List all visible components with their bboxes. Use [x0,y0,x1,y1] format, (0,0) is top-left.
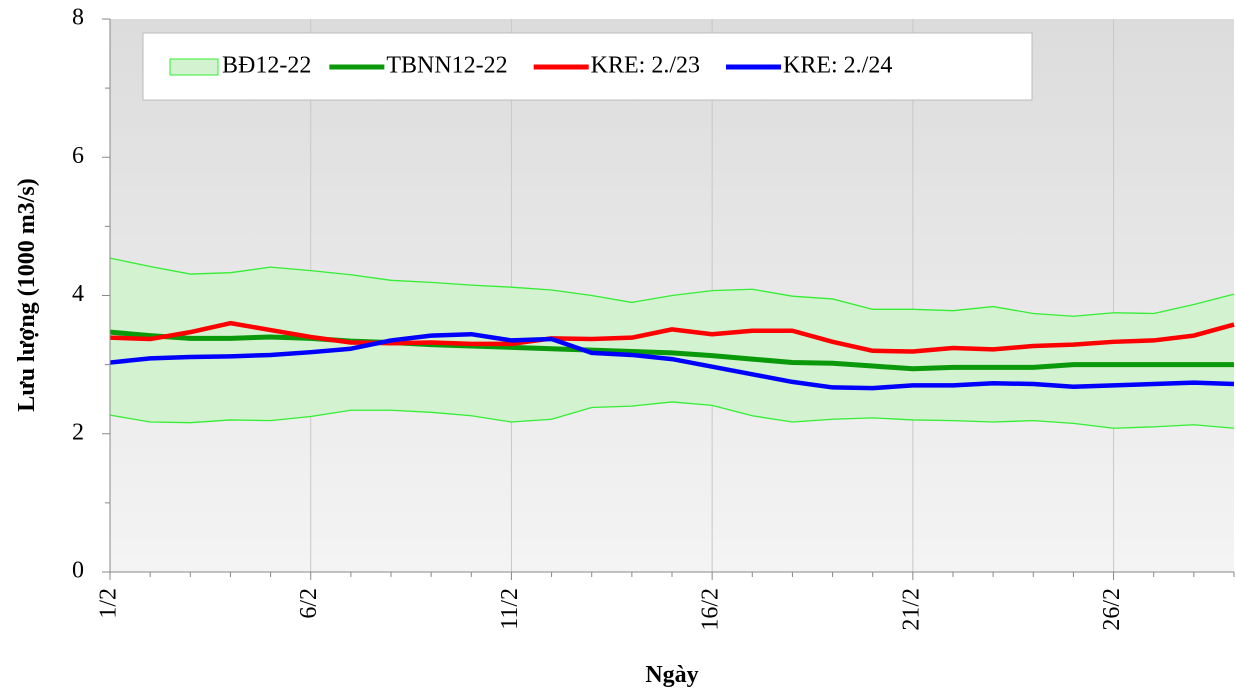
legend-label: KRE: 2./24 [783,53,892,79]
legend-label: KRE: 2./23 [591,53,700,79]
band-upper [109,257,1235,317]
x-tick-label: 26/2 [1099,588,1125,631]
legend-items: BĐ12-22 TBNN12-22 KRE: 2./23 KRE: 2./24 [169,53,892,79]
legend-swatch [169,58,219,76]
x-axis-label: Ngày [645,662,698,688]
y-axis-label: Lưu lượng (1000 m3/s) [14,178,40,411]
legend-label: TBNN12-22 [386,53,507,79]
plot [109,19,1235,572]
series-line [109,331,1235,391]
series-line [109,329,1234,372]
y-tick-label: 6 [72,143,84,169]
band-lower [109,401,1235,429]
y-tick-label: 4 [72,281,84,307]
y-tick-label: 8 [72,5,84,31]
x-tick-label: 1/2 [96,588,122,619]
y-tick-label: 0 [72,558,84,584]
series-line [109,320,1235,354]
x-tick-label: 16/2 [698,588,724,631]
x-tick-label: 6/2 [296,588,322,619]
y-tick-label: 2 [72,419,84,445]
x-tick-label: 11/2 [497,588,523,630]
legend-label: BĐ12-22 [222,53,311,79]
x-tick-label: 21/2 [898,588,924,631]
